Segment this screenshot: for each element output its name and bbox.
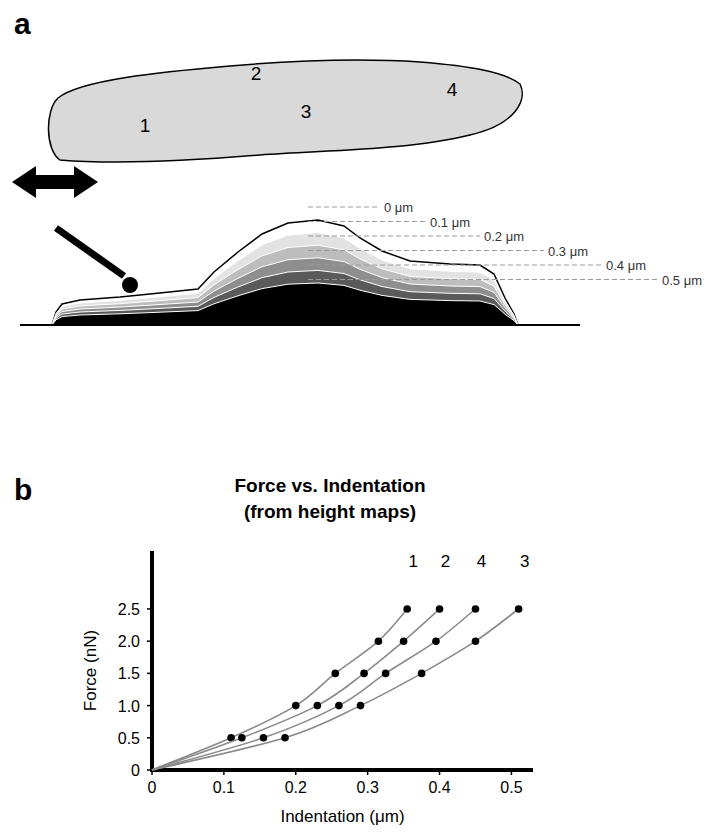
y-tick-label: 0 bbox=[131, 762, 140, 779]
fit-origin-segment bbox=[152, 738, 263, 770]
panel-a: a 1 2 3 4 0 μm 0.1 μm 0.2 μm 0.3 μm 0.4 μm 0.5 μm bbox=[12, 7, 702, 325]
height-layer bbox=[52, 220, 518, 325]
data-point bbox=[400, 637, 408, 645]
depth-guide bbox=[308, 206, 380, 207]
data-point bbox=[432, 637, 440, 645]
x-tick-label: 0.2 bbox=[285, 779, 307, 796]
x-tick-label: 0.3 bbox=[357, 779, 379, 796]
depth-guide bbox=[308, 264, 602, 265]
height-layer bbox=[52, 245, 518, 325]
depth-guide bbox=[308, 250, 544, 251]
data-point bbox=[357, 702, 365, 710]
x-tick-label: 0.1 bbox=[213, 779, 235, 796]
fit-curve bbox=[231, 609, 407, 738]
data-point bbox=[281, 734, 289, 742]
figure: a 1 2 3 4 0 μm 0.1 μm 0.2 μm 0.3 μm 0.4 μm 0.5 μm b… bbox=[0, 0, 717, 840]
x-axis bbox=[150, 768, 533, 772]
y-tick bbox=[147, 737, 152, 739]
data-point bbox=[375, 637, 383, 645]
depth-label: 0.3 μm bbox=[548, 244, 588, 259]
cell-label: 2 bbox=[251, 63, 262, 84]
series-label: 2 bbox=[441, 552, 450, 571]
cell-outline bbox=[48, 60, 522, 162]
data-point bbox=[238, 734, 246, 742]
fit-curve bbox=[242, 609, 440, 738]
y-tick bbox=[147, 640, 152, 642]
x-tick bbox=[511, 770, 513, 775]
depth-label: 0.4 μm bbox=[606, 258, 646, 273]
height-layer bbox=[52, 233, 518, 325]
panel-b: b Force vs. Indentation (from height maps)… bbox=[14, 473, 533, 826]
cantilever bbox=[56, 228, 124, 276]
series-label: 1 bbox=[408, 552, 417, 571]
series-label: 4 bbox=[477, 552, 486, 571]
panel-letter: a bbox=[14, 7, 31, 40]
depth-guide bbox=[308, 235, 480, 236]
fit-origin-segment bbox=[152, 738, 242, 770]
cell-label: 4 bbox=[447, 79, 458, 100]
x-tick bbox=[295, 770, 297, 775]
x-tick bbox=[223, 770, 225, 775]
y-tick-label: 1.5 bbox=[118, 665, 140, 682]
series-label: 3 bbox=[520, 552, 529, 571]
chart-subtitle: (from height maps) bbox=[244, 501, 416, 522]
x-tick bbox=[439, 770, 441, 775]
y-tick bbox=[147, 769, 152, 771]
fit-curve bbox=[263, 609, 475, 738]
y-tick-label: 2.5 bbox=[118, 601, 140, 618]
data-point bbox=[292, 702, 300, 710]
fit-origin-segment bbox=[152, 738, 285, 770]
panel-letter: b bbox=[14, 473, 32, 506]
y-tick-label: 2.0 bbox=[118, 633, 140, 650]
depth-label: 0.2 μm bbox=[484, 229, 524, 244]
plot-area bbox=[152, 605, 522, 770]
y-tick bbox=[147, 608, 152, 610]
data-point bbox=[403, 605, 411, 613]
height-layer bbox=[52, 258, 518, 325]
depth-guide bbox=[308, 221, 426, 222]
data-point bbox=[360, 670, 368, 678]
y-tick-label: 1.0 bbox=[118, 698, 140, 715]
x-tick bbox=[367, 770, 369, 775]
height-layer bbox=[52, 283, 518, 325]
depth-label: 0 μm bbox=[384, 200, 413, 215]
x-tick-label: 0.5 bbox=[500, 779, 522, 796]
depth-guide bbox=[308, 279, 658, 280]
data-point bbox=[472, 605, 480, 613]
y-tick-label: 0.5 bbox=[118, 730, 140, 747]
x-tick-label: 0 bbox=[148, 779, 157, 796]
data-point bbox=[260, 734, 268, 742]
data-point bbox=[335, 702, 343, 710]
data-point bbox=[436, 605, 444, 613]
cell-label: 3 bbox=[301, 101, 312, 122]
substrate bbox=[20, 324, 580, 326]
scan-arrow bbox=[12, 166, 98, 198]
y-tick bbox=[147, 673, 152, 675]
probe-bead bbox=[122, 277, 138, 293]
data-point bbox=[314, 702, 322, 710]
y-tick bbox=[147, 705, 152, 707]
depth-label: 0.1 μm bbox=[430, 215, 470, 230]
depth-label: 0.5 μm bbox=[662, 273, 702, 288]
x-axis-title: Indentation (μm) bbox=[280, 807, 404, 826]
fit-curve bbox=[285, 609, 519, 738]
data-point bbox=[418, 670, 426, 678]
y-axis-title: Force (nN) bbox=[81, 630, 100, 711]
data-point bbox=[515, 605, 523, 613]
data-point bbox=[332, 670, 340, 678]
height-layer bbox=[52, 270, 518, 325]
cell-label: 1 bbox=[140, 115, 151, 136]
chart-title: Force vs. Indentation bbox=[234, 475, 425, 496]
data-point bbox=[382, 670, 390, 678]
x-tick-label: 0.4 bbox=[428, 779, 450, 796]
data-point bbox=[472, 637, 480, 645]
